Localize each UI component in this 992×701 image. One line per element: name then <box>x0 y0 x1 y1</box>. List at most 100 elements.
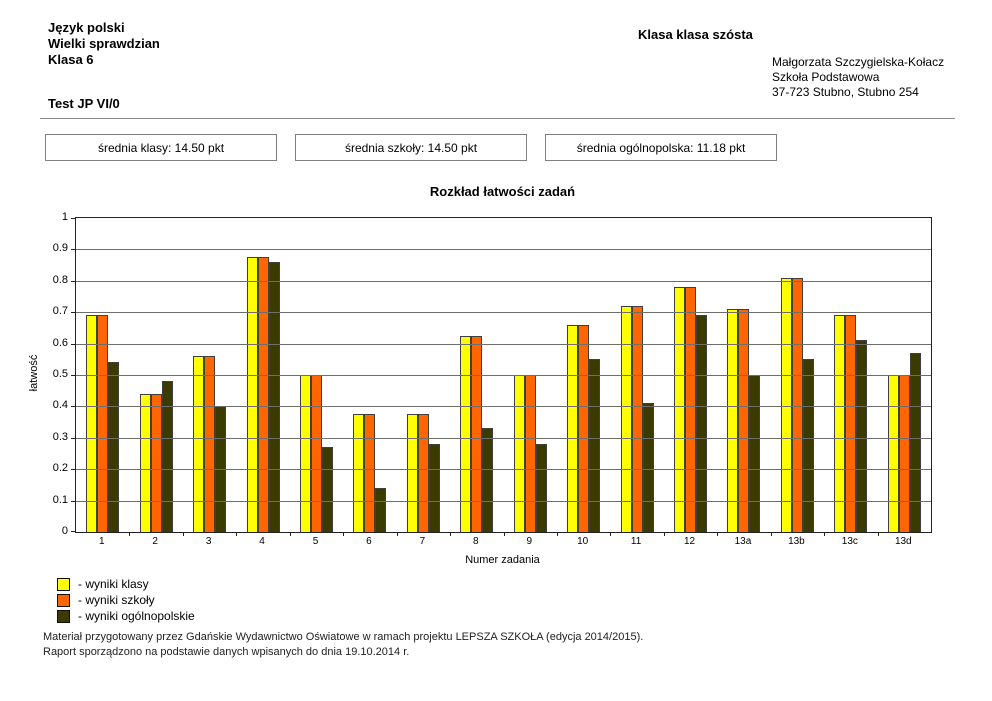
y-tick-label: 0.8 <box>52 273 68 286</box>
bar-wyniki-szkoły-4 <box>257 257 269 532</box>
bar-wyniki-szkoły-11 <box>631 306 643 532</box>
y-tick-label: 0.6 <box>52 336 68 349</box>
x-tick-label: 10 <box>577 536 589 547</box>
footer-line-1: Materiał przygotowany przez Gdańskie Wyd… <box>43 631 644 643</box>
bar-wyniki-ogólnopolskie-11 <box>642 403 654 532</box>
bar-wyniki-klasy-6 <box>353 414 365 532</box>
legend-item: - wyniki szkoły <box>57 592 195 608</box>
gridline <box>76 280 931 282</box>
class-name: Klasa klasa szósta <box>638 27 753 42</box>
x-tick-mark <box>396 532 398 536</box>
x-tick-label: 13d <box>894 536 912 547</box>
bar-wyniki-klasy-12 <box>674 287 686 532</box>
x-tick-label: 7 <box>419 536 426 547</box>
bar-wyniki-szkoły-9 <box>524 375 536 532</box>
legend-item: - wyniki ogólnopolskie <box>57 608 195 624</box>
x-tick-label: 8 <box>473 536 479 547</box>
bar-wyniki-ogólnopolskie-1 <box>108 362 120 532</box>
bar-wyniki-ogólnopolskie-13d <box>909 353 921 532</box>
bar-wyniki-ogólnopolskie-13b <box>802 359 814 532</box>
x-tick-mark <box>556 532 558 536</box>
bar-wyniki-szkoły-5 <box>310 375 322 532</box>
bar-wyniki-ogólnopolskie-5 <box>321 447 333 532</box>
exam-title: Wielki sprawdzian <box>48 36 160 51</box>
bar-group-13b <box>771 218 824 532</box>
x-tick-mark <box>182 532 184 536</box>
x-tick-mark <box>717 532 719 536</box>
bar-wyniki-szkoły-3 <box>204 356 216 532</box>
y-tick-label: 0.2 <box>52 462 68 475</box>
bar-wyniki-ogólnopolskie-13c <box>856 340 868 532</box>
bar-wyniki-szkoły-7 <box>417 414 429 532</box>
legend-label: - wyniki szkoły <box>78 593 155 607</box>
class-average-box: średnia klasy: 14.50 pkt <box>45 134 277 161</box>
y-tick-label: 0.1 <box>52 493 68 506</box>
legend-label: - wyniki klasy <box>78 577 149 591</box>
report-footer: Materiał przygotowany przez Gdańskie Wyd… <box>43 630 643 660</box>
y-tick-mark <box>71 343 76 345</box>
gridline <box>76 406 931 408</box>
x-tick-mark <box>824 532 826 536</box>
bar-wyniki-klasy-13a <box>727 309 739 532</box>
bar-group-7 <box>397 218 450 532</box>
bar-group-13a <box>717 218 770 532</box>
bar-group-1 <box>76 218 129 532</box>
legend-swatch <box>57 593 70 607</box>
y-tick-mark <box>71 375 76 376</box>
legend-swatch <box>57 609 70 623</box>
x-tick-mark <box>610 532 612 536</box>
bar-wyniki-klasy-3 <box>193 356 205 532</box>
x-axis-title: Numer zadania <box>465 554 540 566</box>
x-tick-label: 13b <box>788 536 805 547</box>
y-tick-mark <box>71 312 76 314</box>
x-tick-mark <box>877 532 879 536</box>
bar-wyniki-ogólnopolskie-10 <box>589 359 601 532</box>
bar-wyniki-szkoły-13b <box>791 278 803 532</box>
y-tick-mark <box>71 437 76 439</box>
x-tick-mark <box>129 532 131 536</box>
bar-wyniki-klasy-4 <box>246 257 258 532</box>
x-tick-label: 13c <box>841 536 858 547</box>
x-tick-label: 13a <box>734 536 752 547</box>
bar-wyniki-klasy-1 <box>86 315 98 532</box>
test-code: Test JP VI/0 <box>48 96 120 111</box>
bar-wyniki-klasy-10 <box>567 325 579 532</box>
bar-group-2 <box>129 218 182 532</box>
x-tick-label: 4 <box>259 536 265 547</box>
bar-wyniki-klasy-11 <box>620 306 632 532</box>
y-tick-label: 0.7 <box>52 305 68 318</box>
bar-wyniki-klasy-8 <box>460 336 472 532</box>
x-tick-mark <box>450 532 452 536</box>
x-tick-mark <box>289 532 291 536</box>
x-tick-label: 6 <box>366 536 372 547</box>
x-tick-label: 9 <box>526 536 532 547</box>
report-header-left: Język polski Wielki sprawdzian Klasa 6 <box>48 20 160 68</box>
gridline <box>76 437 931 439</box>
chart-legend: - wyniki klasy - wyniki szkoły - wyniki … <box>57 576 195 624</box>
chart-title: Rozkład łatwości zadań <box>429 184 576 199</box>
plot-area: 0 0.1 0.2 0.3 0.4 0.5 0.6 0.7 0.8 0.9 1 <box>53 211 932 537</box>
gridline <box>76 469 931 471</box>
gridline <box>76 343 931 345</box>
bar-wyniki-klasy-9 <box>513 375 525 532</box>
bar-wyniki-ogólnopolskie-13a <box>749 375 761 532</box>
x-tick-label: 2 <box>152 536 158 547</box>
x-labels: 1 2 3 4 5 6 7 8 9 10 11 12 13a 13b 13c 13d <box>75 536 930 547</box>
y-tick-label: 0.3 <box>52 430 68 443</box>
school-location: 37-723 Stubno, Stubno 254 <box>772 85 919 99</box>
bar-wyniki-szkoły-6 <box>364 414 376 532</box>
bar-wyniki-szkoły-1 <box>97 315 109 532</box>
y-tick-mark <box>71 500 76 502</box>
bar-group-4 <box>236 218 289 532</box>
teacher-name: Małgorzata Szczygielska-Kołacz <box>772 55 945 69</box>
bar-group-8 <box>450 218 503 532</box>
y-tick-label: 0.5 <box>52 368 68 380</box>
bars-layer <box>76 218 931 532</box>
bar-group-6 <box>343 218 396 532</box>
header-divider <box>40 118 955 119</box>
y-tick-mark <box>71 218 76 219</box>
subject-title: Język polski <box>48 20 125 35</box>
bar-wyniki-szkoły-2 <box>150 394 162 532</box>
y-tick-label: 0.4 <box>52 399 68 412</box>
bar-group-13c <box>824 218 877 532</box>
